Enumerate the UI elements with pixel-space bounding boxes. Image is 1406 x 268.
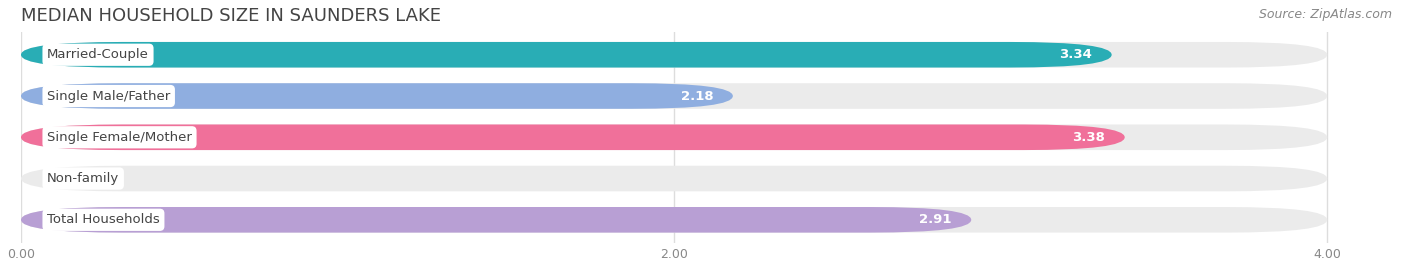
Text: Non-family: Non-family bbox=[46, 172, 120, 185]
Text: 2.91: 2.91 bbox=[920, 213, 952, 226]
FancyBboxPatch shape bbox=[21, 83, 733, 109]
Text: Single Female/Mother: Single Female/Mother bbox=[46, 131, 193, 144]
FancyBboxPatch shape bbox=[21, 125, 1327, 150]
FancyBboxPatch shape bbox=[21, 207, 972, 233]
Text: 3.38: 3.38 bbox=[1073, 131, 1105, 144]
FancyBboxPatch shape bbox=[21, 207, 1327, 233]
Text: 2.18: 2.18 bbox=[681, 90, 713, 103]
FancyBboxPatch shape bbox=[21, 166, 1327, 191]
Text: Married-Couple: Married-Couple bbox=[46, 48, 149, 61]
FancyBboxPatch shape bbox=[21, 42, 1327, 68]
Text: 3.34: 3.34 bbox=[1059, 48, 1092, 61]
FancyBboxPatch shape bbox=[21, 125, 1125, 150]
FancyBboxPatch shape bbox=[21, 42, 1112, 68]
Text: Source: ZipAtlas.com: Source: ZipAtlas.com bbox=[1258, 8, 1392, 21]
Text: MEDIAN HOUSEHOLD SIZE IN SAUNDERS LAKE: MEDIAN HOUSEHOLD SIZE IN SAUNDERS LAKE bbox=[21, 7, 441, 25]
Text: Single Male/Father: Single Male/Father bbox=[46, 90, 170, 103]
Text: 0.00: 0.00 bbox=[46, 172, 76, 185]
Text: Total Households: Total Households bbox=[46, 213, 160, 226]
FancyBboxPatch shape bbox=[21, 83, 1327, 109]
